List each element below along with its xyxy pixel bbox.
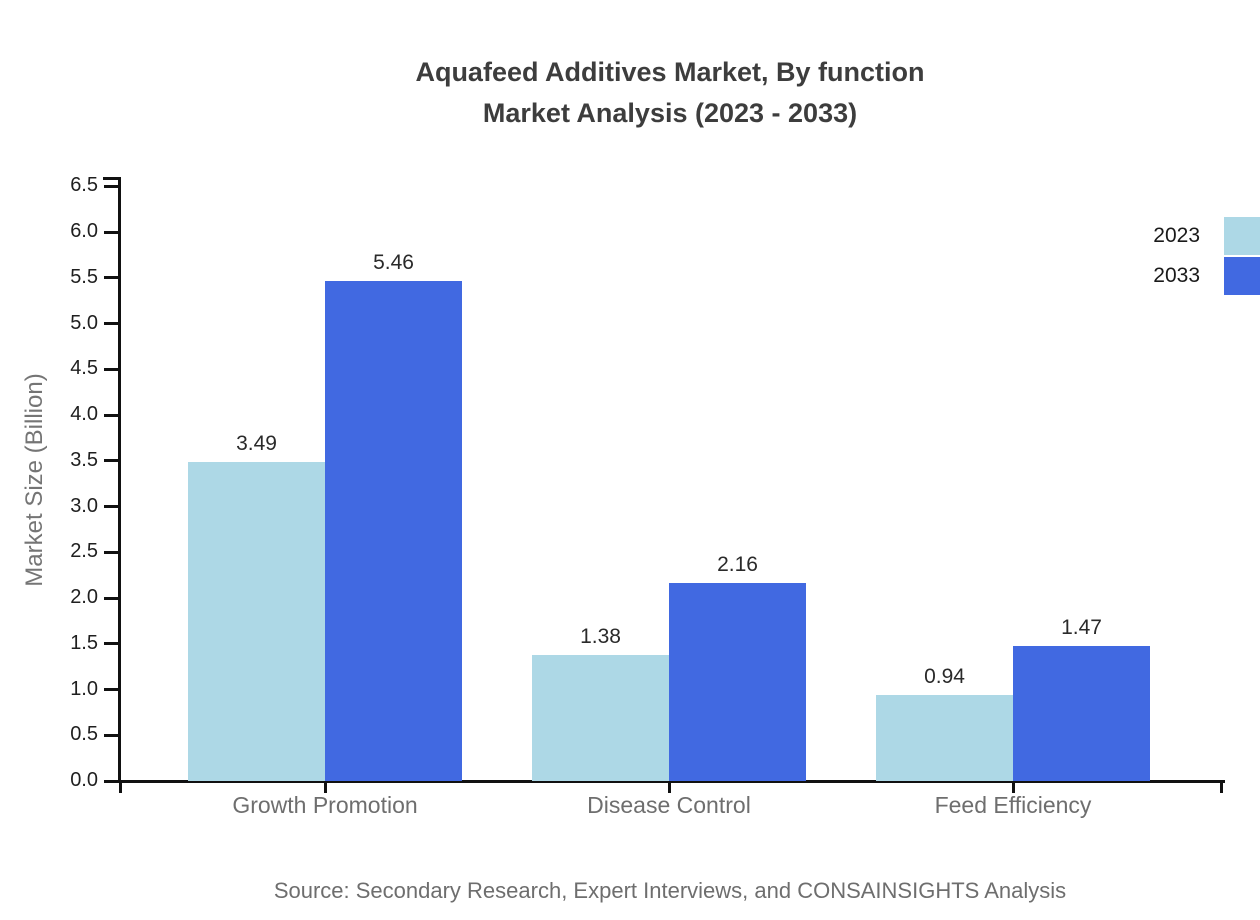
y-tick-mark xyxy=(104,184,118,188)
y-tick-mark xyxy=(104,688,118,691)
bar-2033-disease-control xyxy=(669,583,806,781)
chart-title: Aquafeed Additives Market, By function M… xyxy=(120,52,1220,134)
y-tick-label: 5.5 xyxy=(70,265,98,288)
y-tick-label: 0.0 xyxy=(70,769,98,791)
x-tick-mark xyxy=(1011,780,1015,793)
y-tick-label: 4.0 xyxy=(70,403,98,425)
x-axis-line xyxy=(118,780,1225,783)
y-tick-mark xyxy=(104,230,118,234)
x-tick-mark xyxy=(323,780,327,793)
category-label: Disease Control xyxy=(587,792,751,818)
y-tick-mark xyxy=(104,413,118,417)
x-tick-mark xyxy=(118,780,122,793)
y-tick-label: 6.5 xyxy=(70,174,98,197)
y-tick-mark xyxy=(104,642,118,646)
bar-value-label: 1.47 xyxy=(1061,616,1102,640)
legend-item: 2033 xyxy=(0,257,1260,295)
x-tick-mark xyxy=(1219,780,1223,793)
y-tick-label: 2.0 xyxy=(70,586,98,608)
y-tick-mark xyxy=(104,459,118,463)
category-label: Feed Efficiency xyxy=(934,792,1092,818)
legend-swatch xyxy=(1224,257,1260,295)
bar-value-label: 1.38 xyxy=(580,624,621,648)
bar-value-label: 3.49 xyxy=(236,431,277,455)
chart-title-line1: Aquafeed Additives Market, By function xyxy=(415,57,925,87)
y-tick-label: 2.5 xyxy=(70,540,98,563)
legend-swatch xyxy=(1224,217,1260,255)
y-tick-mark xyxy=(104,779,118,783)
y-tick-mark xyxy=(104,596,118,600)
bar-2023-disease-control xyxy=(532,654,669,781)
bar-2023-feed-efficiency xyxy=(876,694,1013,781)
bar-value-label: 5.46 xyxy=(373,251,414,275)
y-tick-mark xyxy=(104,733,118,737)
legend-label: 2033 xyxy=(1153,264,1200,287)
bar-2033-feed-efficiency xyxy=(1013,646,1150,781)
bar-2023-growth-promotion xyxy=(188,461,325,781)
y-tick-label: 6.0 xyxy=(70,220,98,242)
y-tick-mark xyxy=(104,276,118,280)
y-tick-label: 3.5 xyxy=(70,448,98,471)
legend-label: 2023 xyxy=(1153,224,1200,247)
bar-value-label: 0.94 xyxy=(924,664,965,688)
y-tick-mark xyxy=(104,550,118,554)
y-tick-label: 3.0 xyxy=(70,494,98,517)
y-tick-label: 4.5 xyxy=(70,357,98,380)
y-axis-end-cap xyxy=(103,177,121,180)
bar-value-label: 2.16 xyxy=(717,553,758,577)
category-label: Growth Promotion xyxy=(232,792,418,818)
y-tick-label: 0.5 xyxy=(70,723,98,746)
legend-item: 2023 xyxy=(0,217,1260,255)
y-tick-label: 5.0 xyxy=(70,311,98,334)
y-tick-mark xyxy=(104,322,118,325)
y-tick-label: 1.0 xyxy=(70,677,98,700)
y-tick-mark xyxy=(104,505,118,508)
y-axis-line xyxy=(118,177,121,782)
y-tick-mark xyxy=(104,367,118,371)
y-tick-label: 1.5 xyxy=(70,631,98,654)
chart-title-line2: Market Analysis (2023 - 2033) xyxy=(482,98,858,128)
x-tick-mark xyxy=(667,780,671,793)
bar-2033-growth-promotion xyxy=(325,281,462,781)
source-note: Source: Secondary Research, Expert Inter… xyxy=(273,878,1067,903)
